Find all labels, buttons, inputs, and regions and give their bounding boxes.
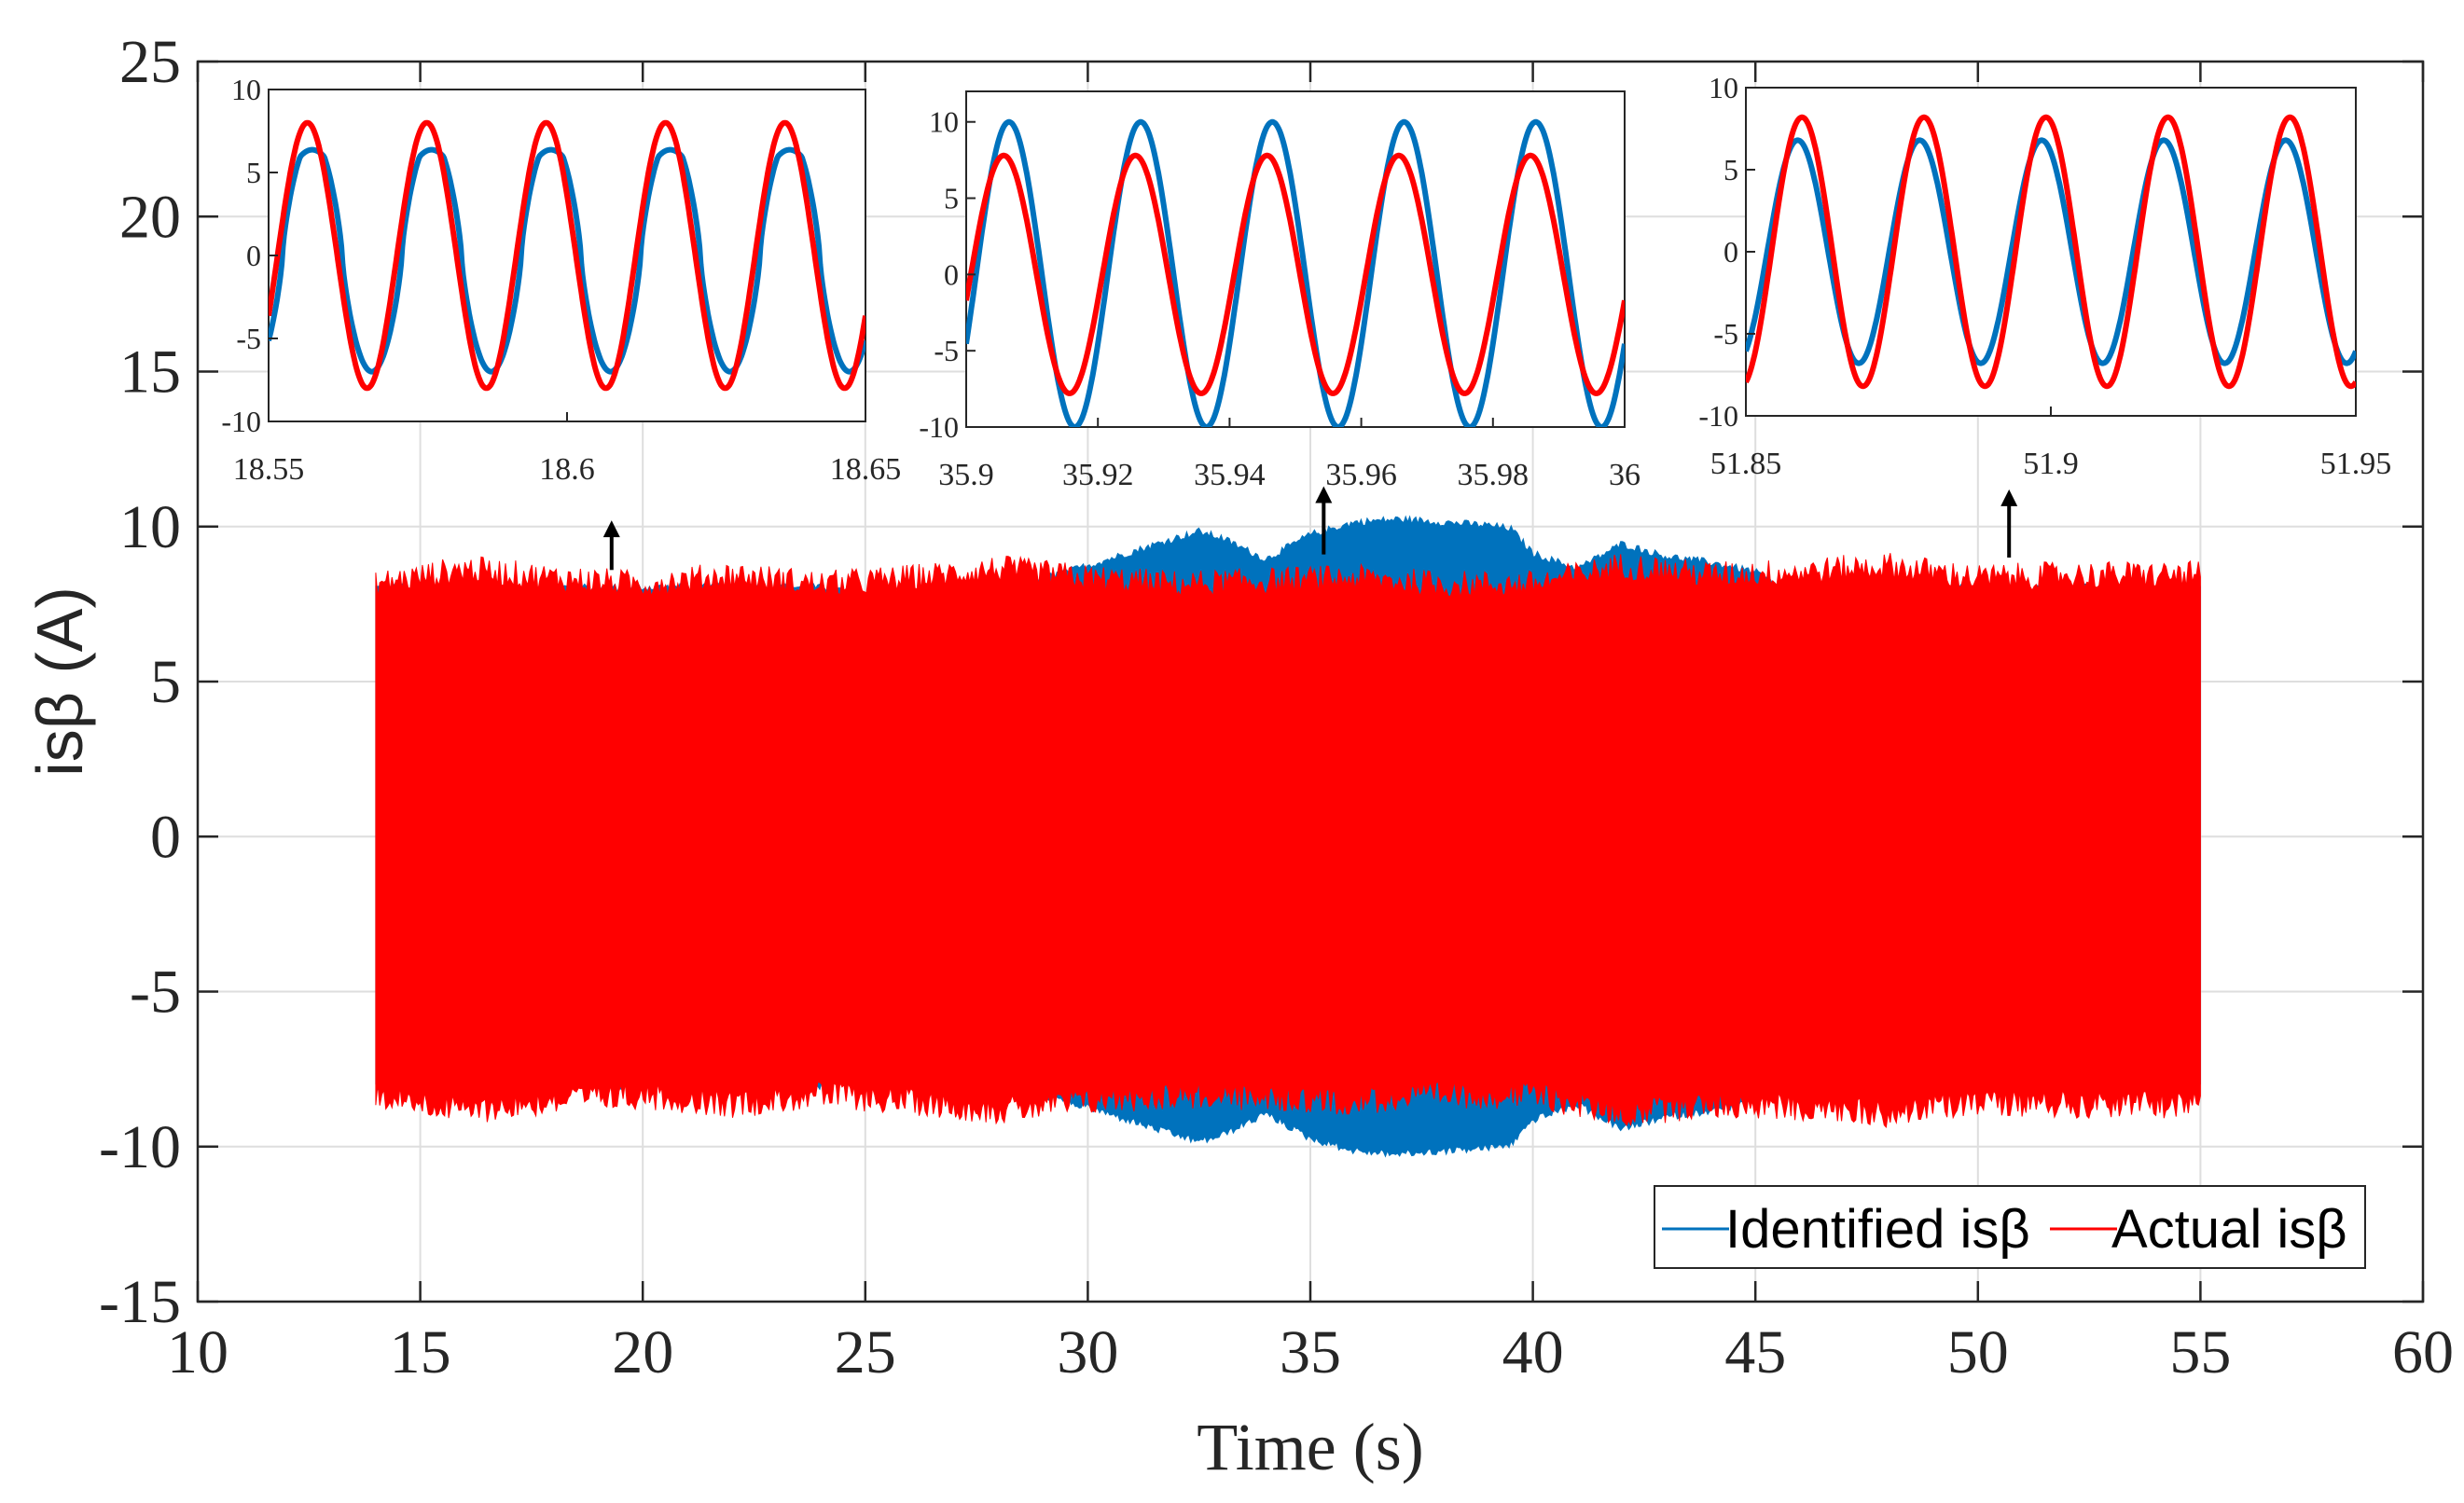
inset-y-tick-label: 0 — [1723, 235, 1738, 269]
x-tick-label: 10 — [167, 1318, 228, 1386]
y-tick-label: 25 — [119, 28, 181, 96]
y-axis-label: isβ (A) — [23, 586, 96, 777]
inset-y-tick-label: 5 — [944, 182, 959, 215]
inset-y-tick-label: 5 — [246, 156, 261, 189]
x-tick-label: 20 — [612, 1318, 673, 1386]
inset-x-tick-label: 35.92 — [1062, 458, 1134, 492]
arrow-annotation — [1315, 486, 1333, 555]
legend-entry-actual: Actual isβ — [2111, 1199, 2347, 1260]
inset-x-tick-label: 35.94 — [1194, 458, 1266, 492]
legend-entry-identified: Identified isβ — [1725, 1199, 2030, 1260]
inset-x-tick-label: 51.95 — [2320, 447, 2392, 481]
inset-x-tick-label: 35.98 — [1458, 458, 1530, 492]
arrow-annotations — [602, 486, 2018, 571]
inset-series-actual — [1746, 114, 2356, 390]
x-tick-label: 30 — [1057, 1318, 1118, 1386]
inset-x-tick-label: 35.96 — [1325, 458, 1397, 492]
y-tick-label: 10 — [119, 493, 181, 561]
main-series-group — [375, 515, 2201, 1158]
main-axes-frame — [196, 60, 2425, 1303]
arrow-annotation — [602, 520, 620, 571]
y-tick-label: 5 — [150, 648, 181, 716]
y-tick-label: -5 — [130, 958, 181, 1027]
y-tick-label: 15 — [119, 338, 181, 407]
x-axis-label: Time (s) — [1197, 1410, 1423, 1484]
inset-chart-1: 18.55 18.6 18.65 -10 -5 0 5 10 — [221, 73, 901, 487]
inset-series-actual — [966, 152, 1625, 396]
x-tick-label: 40 — [1502, 1318, 1564, 1386]
inset-y-tick-label: -10 — [221, 405, 261, 438]
inset-series-identified — [269, 146, 865, 375]
inset-series-actual — [269, 119, 865, 392]
inset-x-tick-label: 36 — [1609, 458, 1640, 492]
inset-x-tick-label: 51.9 — [2023, 447, 2079, 481]
inset-x-tick-label: 35.9 — [938, 458, 994, 492]
legend: Identified isβ Actual isβ — [1654, 1185, 2366, 1269]
inset-y-tick-label: -5 — [236, 322, 261, 355]
inset-y-tick-label: -5 — [1713, 317, 1738, 351]
y-tick-label: -10 — [99, 1113, 181, 1181]
x-tick-label: 15 — [390, 1318, 451, 1386]
x-tick-label: 35 — [1280, 1318, 1341, 1386]
inset-frame — [1745, 87, 2357, 417]
inset-y-tick-label: 0 — [246, 239, 261, 272]
y-tick-label: -15 — [99, 1268, 181, 1336]
inset-y-tick-label: 10 — [231, 73, 261, 106]
inset-y-tick-label: -5 — [934, 334, 959, 367]
inset-y-tick-label: 10 — [929, 105, 959, 139]
series-actual-band — [375, 553, 2201, 1129]
inset-y-tick-label: -10 — [1698, 399, 1738, 433]
inset-chart-3: 51.85 51.9 51.95 -10 -5 0 5 10 — [1698, 71, 2391, 481]
x-tick-label: 60 — [2392, 1318, 2454, 1386]
inset-chart-2: 35.9 35.92 35.94 35.96 35.98 36 -10 -5 0 5 10 — [919, 90, 1640, 492]
legend-box — [1654, 1185, 2366, 1269]
inset-x-tick-label: 18.65 — [830, 452, 902, 487]
inset-x-tick-label: 51.85 — [1710, 447, 1782, 481]
inset-y-tick-label: 10 — [1709, 71, 1738, 104]
inset-y-tick-label: -10 — [919, 410, 959, 444]
x-tick-label: 25 — [835, 1318, 896, 1386]
main-chart: 10 15 20 25 30 35 40 45 50 55 60-15-10-50510152025… — [23, 28, 2454, 1484]
inset-y-tick-label: 0 — [944, 257, 959, 291]
x-tick-label: 50 — [1947, 1318, 2009, 1386]
x-tick-label: 55 — [2169, 1318, 2231, 1386]
inset-x-tick-label: 18.6 — [539, 452, 595, 487]
arrow-annotation — [2000, 489, 2018, 558]
y-tick-label: 20 — [119, 183, 181, 251]
x-tick-label: 45 — [1724, 1318, 1786, 1386]
inset-x-tick-label: 18.55 — [233, 452, 305, 487]
inset-y-tick-label: 5 — [1723, 153, 1738, 186]
y-tick-label: 0 — [150, 803, 181, 871]
